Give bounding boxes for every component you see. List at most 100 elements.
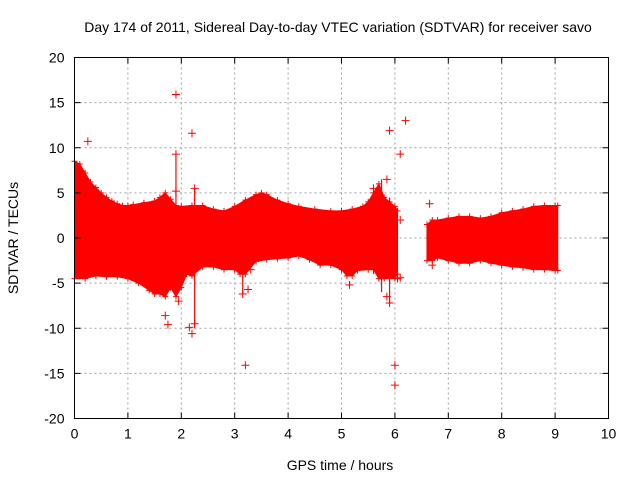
axis-ticks xyxy=(74,57,609,419)
y-axis-label: SDTVAR / TECUs xyxy=(5,182,21,294)
band-edge-marker xyxy=(140,199,147,206)
band-edge-marker xyxy=(124,275,131,282)
band-edge-marker xyxy=(391,203,398,210)
band-edge-marker xyxy=(231,203,238,210)
data-point xyxy=(236,265,245,274)
data-point xyxy=(187,129,196,138)
band-edge-marker xyxy=(455,213,462,220)
data-point xyxy=(163,320,172,329)
y-tick-label: 10 xyxy=(49,140,65,156)
data-point xyxy=(425,199,434,208)
band-edge-marker xyxy=(295,203,302,210)
y-tick-label: 5 xyxy=(57,185,65,201)
band-edge-marker xyxy=(167,284,174,291)
data-point xyxy=(369,184,378,193)
band-edge-marker xyxy=(103,273,110,280)
band-edge-marker xyxy=(338,266,345,273)
data-point xyxy=(396,150,405,159)
band-edge-marker xyxy=(423,257,430,264)
data-point xyxy=(385,298,394,307)
band-edge-marker xyxy=(108,197,115,204)
band-edge-marker xyxy=(295,253,302,260)
band-edge-marker xyxy=(199,263,206,270)
band-edge-marker xyxy=(530,203,537,210)
band-edge-marker xyxy=(151,197,158,204)
band-edge-marker xyxy=(381,194,388,201)
band-edge-marker xyxy=(263,191,270,198)
band-edge-marker xyxy=(167,196,174,203)
band-edge-marker xyxy=(434,254,441,261)
band-edge-marker xyxy=(541,202,548,209)
band-edge-marker xyxy=(327,207,334,214)
x-tick-label: 7 xyxy=(444,426,452,442)
x-tick-label: 8 xyxy=(498,426,506,442)
band-edge-marker xyxy=(221,266,228,273)
band-edge-marker xyxy=(103,194,110,201)
band-edge-marker xyxy=(162,293,169,300)
band-edge-marker xyxy=(178,284,185,291)
band-edge-marker xyxy=(92,184,99,191)
x-tick-label: 3 xyxy=(231,426,239,442)
band-edge-marker xyxy=(343,272,350,279)
band-edge-marker xyxy=(375,275,382,282)
band-edge-marker xyxy=(146,287,153,294)
x-tick-label: 9 xyxy=(551,426,559,442)
band-edge-marker xyxy=(541,266,548,273)
band-edge-marker xyxy=(509,207,516,214)
band-edge-marker xyxy=(124,202,131,209)
band-edge-marker xyxy=(488,213,495,220)
band-edge-marker xyxy=(156,194,163,201)
x-tick-label: 2 xyxy=(177,426,185,442)
data-point xyxy=(385,126,394,135)
band-edge-marker xyxy=(242,197,249,204)
band-edge-marker xyxy=(349,206,356,213)
band-edge-marker xyxy=(162,189,169,196)
band-edge-marker xyxy=(445,215,452,222)
band-edge-marker xyxy=(338,207,345,214)
data-point xyxy=(401,116,410,125)
band-edge-marker xyxy=(509,263,516,270)
band-edge-marker xyxy=(151,290,158,297)
band-edge-marker xyxy=(98,189,105,196)
x-tick-label: 10 xyxy=(601,426,617,442)
band-edge-marker xyxy=(119,202,126,209)
data-point xyxy=(241,361,250,370)
band-edge-marker xyxy=(477,257,484,264)
band-edge-marker xyxy=(253,258,260,265)
tick-labels: 0 1 2 3 4 5 6 7 8 9 10 -20 -15 -10 -5 0 5 10 15 20 xyxy=(44,50,616,442)
x-tick-label: 6 xyxy=(391,426,399,442)
band-edge-marker xyxy=(274,197,281,204)
band-edge-marker xyxy=(156,290,163,297)
band-edge-marker xyxy=(221,207,228,214)
band-edge-marker xyxy=(82,275,89,282)
band-edge-marker xyxy=(423,221,430,228)
x-tick-label: 0 xyxy=(71,426,79,442)
band-edge-marker xyxy=(178,203,185,210)
band-edge-marker xyxy=(311,206,318,213)
band-edge-marker xyxy=(242,271,249,278)
x-tick-label: 4 xyxy=(284,426,292,442)
band-edge-marker xyxy=(263,256,270,263)
band-edge-marker xyxy=(365,266,372,273)
band-edge-marker xyxy=(498,209,505,216)
band-edge-marker xyxy=(114,200,121,207)
band-edge-marker xyxy=(172,293,179,300)
y-tick-label: 15 xyxy=(49,95,65,111)
data-point xyxy=(190,184,199,193)
band-edge-marker xyxy=(394,207,401,214)
x-axis-label: GPS time / hours xyxy=(287,457,394,473)
band-edge-marker xyxy=(488,260,495,267)
band-edge-marker xyxy=(354,267,361,274)
band-edge-marker xyxy=(130,201,137,208)
data-point xyxy=(83,137,92,146)
data-point xyxy=(390,361,399,370)
band-edge-marker xyxy=(274,255,281,262)
band-edge-marker xyxy=(466,213,473,220)
data-point xyxy=(171,187,180,196)
data-point xyxy=(390,381,399,390)
data-point xyxy=(230,263,239,272)
y-tick-label: -15 xyxy=(44,365,64,381)
plot-area xyxy=(71,90,561,390)
band-edge-marker xyxy=(135,280,142,287)
band-edge-marker xyxy=(210,206,217,213)
